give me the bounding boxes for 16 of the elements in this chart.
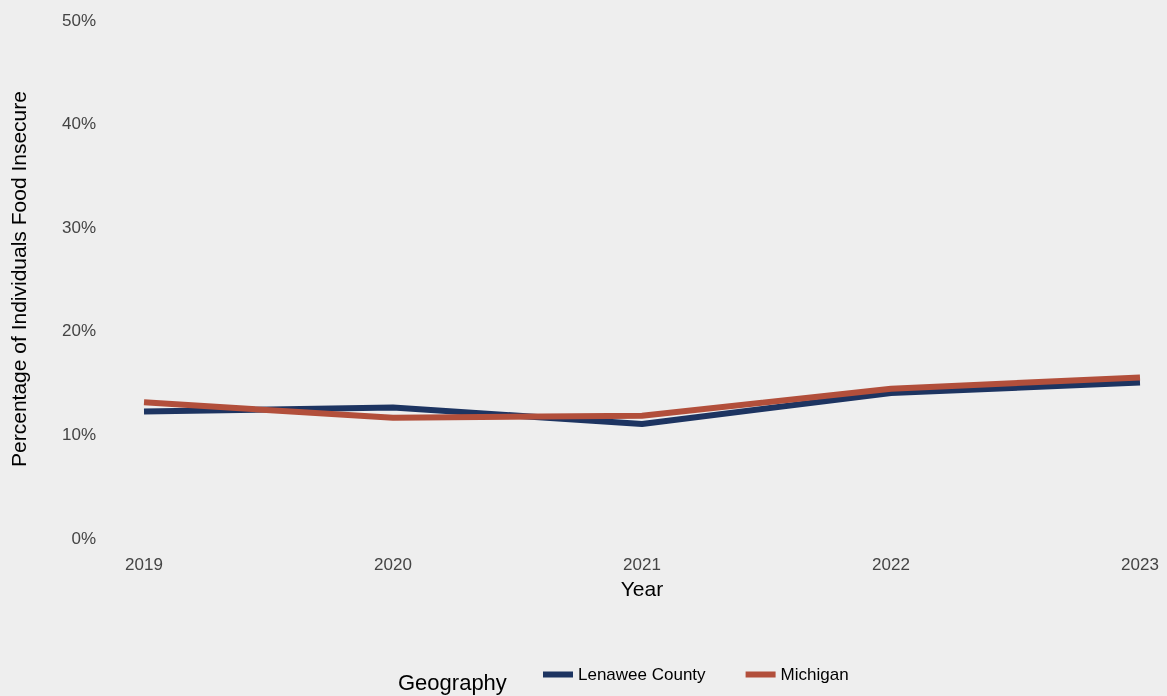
y-tick-label: 40% (61, 114, 96, 134)
x-axis-title: Year (620, 576, 664, 600)
y-tick-label: 20% (61, 321, 96, 341)
legend-title: Geography (398, 669, 507, 695)
x-tick-label: 2022 (872, 555, 910, 574)
y-tick-label: 0% (71, 528, 96, 548)
y-tick-label: 50% (61, 10, 96, 30)
x-tick-label: 2021 (623, 555, 661, 574)
x-tick-label: 2023 (1121, 555, 1159, 574)
y-tick-label: 10% (61, 424, 96, 444)
y-axis-title: Percentage of Individuals Food Insecure (7, 91, 30, 467)
x-tick-label: 2019 (125, 555, 163, 574)
x-tick-label: 2020 (374, 555, 412, 574)
legend-label: Michigan (780, 665, 849, 684)
y-tick-label: 30% (61, 217, 96, 237)
legend-label: Lenawee County (578, 665, 707, 684)
